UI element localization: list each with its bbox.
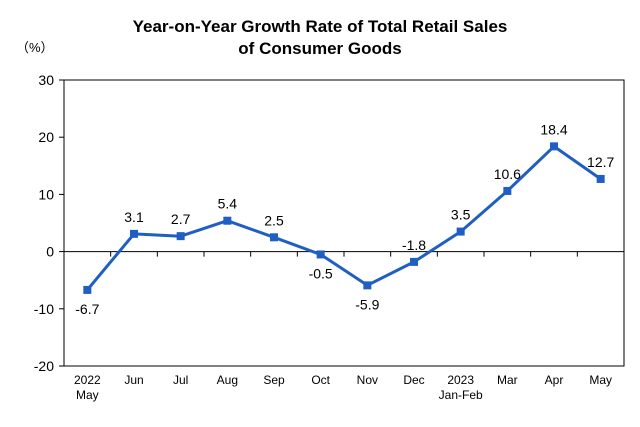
data-point-marker: [176, 232, 185, 241]
y-tick-label: 0: [46, 244, 54, 260]
data-point-marker: [130, 229, 138, 238]
y-tick-label: 10: [38, 186, 54, 202]
data-point-marker: [503, 186, 512, 195]
y-tick-label: 30: [38, 72, 54, 88]
series-line: [86, 144, 602, 291]
data-label: -0.5: [309, 265, 333, 281]
x-category-label: Nov: [357, 373, 378, 387]
x-category-label: 2022: [74, 373, 101, 387]
x-category-label: Sep: [263, 373, 285, 387]
x-category-label: Mar: [497, 373, 518, 387]
data-label: 3.5: [451, 207, 471, 223]
x-category-label: Oct: [311, 373, 330, 387]
data-label: 12.7: [587, 154, 614, 170]
data-label: 10.6: [494, 166, 521, 182]
data-label: 2.5: [264, 212, 284, 228]
data-point-marker: [223, 216, 232, 225]
x-category-label: Apr: [545, 373, 564, 387]
data-label: 5.4: [218, 196, 238, 212]
data-point-marker: [456, 227, 465, 236]
x-category-label: 2023: [447, 373, 474, 387]
data-label: 2.7: [171, 211, 191, 227]
data-label: -5.9: [355, 296, 379, 312]
y-tick-label: -20: [34, 358, 54, 374]
data-point-marker: [270, 233, 278, 242]
x-category-label: Jul: [173, 373, 188, 387]
data-point-marker: [83, 285, 92, 294]
x-category-label: Aug: [217, 373, 238, 387]
data-point-marker: [410, 257, 418, 266]
y-axis-unit-label: （%）: [16, 40, 54, 55]
x-category-label: May: [589, 373, 612, 387]
chart-title: Year-on-Year Growth Rate of Total Retail…: [0, 16, 640, 60]
data-point-marker: [550, 142, 558, 151]
x-category-label: Jun: [124, 373, 143, 387]
x-category-label: Dec: [403, 373, 424, 387]
chart-title-line-1: Year-on-Year Growth Rate of Total Retail…: [132, 17, 508, 36]
data-label: -1.8: [402, 237, 426, 253]
y-tick-label: 20: [38, 129, 54, 145]
data-label: 18.4: [540, 121, 567, 137]
x-category-label: Jan-Feb: [439, 388, 483, 402]
plot-border: [63, 79, 625, 367]
data-label: 3.1: [124, 209, 144, 225]
x-category-label: May: [76, 388, 99, 402]
data-point-marker: [596, 174, 605, 183]
data-point-marker: [316, 250, 325, 259]
data-label: -6.7: [75, 301, 99, 317]
data-point-marker: [363, 281, 372, 290]
y-tick-label: -10: [34, 301, 54, 317]
chart-title-line-2: of Consumer Goods: [238, 39, 402, 58]
